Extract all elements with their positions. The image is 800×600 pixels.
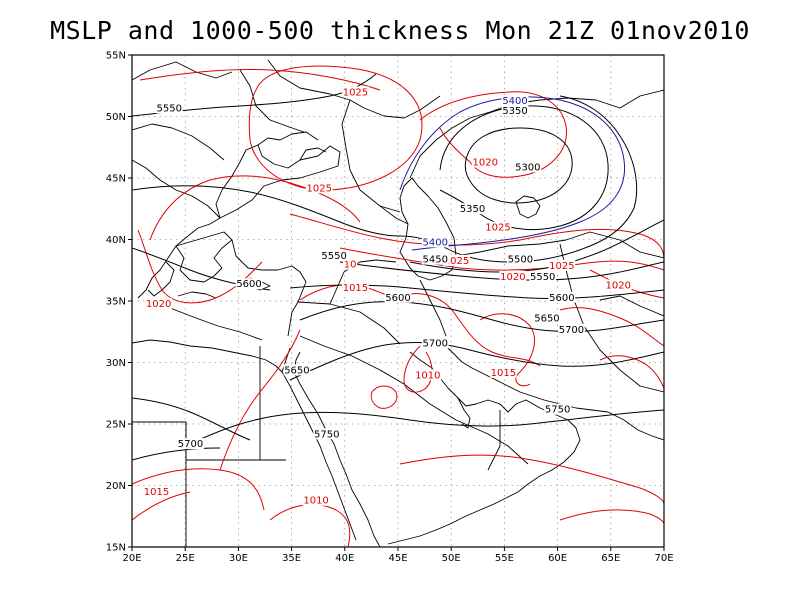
isobar-label: 1020 (146, 299, 171, 310)
thickness-label-bg (320, 249, 348, 261)
lon-tick-label: 60E (548, 553, 567, 564)
lon-tick-label: 70E (654, 553, 673, 564)
map-title: MSLP and 1000-500 thickness Mon 21Z 01no… (50, 16, 750, 45)
thickness-label: 5350 (502, 106, 527, 117)
isobar-label: 1025 (343, 87, 368, 98)
thickness-label-bg (529, 270, 557, 282)
isobar-label-bg (305, 182, 333, 194)
thickness-label-bg (558, 323, 585, 335)
isobar-label: 1015 (491, 368, 516, 379)
lat-tick-label: 30N (106, 358, 126, 369)
thickness-label: 5550 (157, 103, 182, 114)
thickness-label: 5700 (178, 439, 203, 450)
thickness-label: 5400 (423, 237, 448, 248)
lat-tick-label: 35N (106, 297, 126, 308)
isobar-label-bg (489, 366, 517, 378)
lat-tick-label: 25N (106, 420, 126, 431)
isobar-label-bg (548, 259, 576, 271)
lon-tick-label: 40E (335, 553, 354, 564)
lat-tick-label: 45N (106, 174, 126, 185)
thickness-label-bg (501, 94, 529, 106)
lon-tick-label: 50E (442, 553, 461, 564)
thickness-label-bg (421, 253, 449, 265)
thickness-label-bg (459, 203, 486, 215)
thickness-5400 (399, 96, 626, 251)
thickness-label-bg (506, 253, 534, 265)
thickness-label-bg (548, 291, 576, 303)
thickness-label-bg (313, 428, 341, 440)
thickness-label: 5400 (502, 96, 527, 107)
thickness-label: 5600 (549, 293, 574, 304)
isobar-label: 1025 (485, 223, 510, 234)
isobar-label: 1010 (415, 370, 440, 381)
latitude-labels: 15N 20N 25N 30N 35N 40N 45N 50N 55N (106, 51, 132, 554)
thickness-label: 5600 (236, 279, 261, 290)
isobar-label: 10 (344, 260, 357, 271)
isobar-label-bg (302, 494, 330, 506)
isobar-label-bg (471, 156, 499, 168)
thickness-label: 5650 (534, 314, 559, 325)
lat-tick-label: 55N (106, 51, 126, 62)
thickness-label: 5750 (545, 405, 570, 416)
lon-tick-label: 45E (388, 553, 407, 564)
isobar-label-bg (342, 281, 369, 293)
thickness-label-bg (235, 278, 263, 290)
isobar-label: 1025 (549, 261, 574, 272)
longitude-labels: 20E 25E 30E 35E 40E 45E 50E 55E 60E 65E 70E (122, 547, 674, 564)
isobar-label: 1020 (473, 157, 498, 168)
isobar-label-bg (499, 270, 527, 282)
thickness-label-bg (533, 312, 561, 324)
thickness-label: 5700 (559, 325, 584, 336)
thickness-label: 5550 (321, 251, 346, 262)
isobar-label: 1020 (606, 280, 631, 291)
thickness-label-bg (501, 104, 529, 116)
isobars (132, 65, 664, 547)
lon-tick-label: 20E (122, 553, 141, 564)
isobar-label-bg (342, 258, 358, 270)
isobar-label: 1025 (444, 256, 469, 267)
lat-tick-label: 40N (106, 235, 126, 246)
thickness-label: 5350 (460, 204, 485, 215)
isobar-label-bg (342, 86, 369, 98)
isobar-label: 1015 (144, 487, 169, 498)
thickness-label-bg (283, 364, 311, 376)
lon-tick-label: 25E (176, 553, 195, 564)
thickness-label-bg (514, 161, 542, 173)
thickness-label-bg (155, 102, 183, 114)
thickness-label: 5300 (515, 162, 540, 173)
lon-tick-label: 35E (282, 553, 301, 564)
thickness-label-bg (544, 403, 571, 415)
isobar-label-bg (145, 297, 172, 309)
thickness-label: 5600 (385, 293, 410, 304)
thickness-label: 5650 (284, 365, 309, 376)
thickness-label-bg (421, 337, 449, 349)
lat-tick-label: 50N (106, 112, 126, 123)
lat-tick-label: 20N (106, 481, 126, 492)
isobar-labels: 1025 1025 1020 1025 1025 1025 1020 1020 1015 1020… (143, 86, 632, 507)
thickness-label: 5550 (530, 272, 555, 283)
thickness-label: 5700 (423, 338, 448, 349)
isobar-label-bg (604, 279, 632, 291)
lon-tick-label: 65E (601, 553, 620, 564)
lat-tick-label: 15N (106, 543, 126, 554)
thickness-label-bg (384, 291, 412, 303)
lon-tick-label: 55E (495, 553, 514, 564)
isobar-label: 1010 (303, 496, 328, 507)
thickness-label: 5450 (423, 255, 448, 266)
thickness-label-bg (177, 438, 204, 450)
isobar-label-bg (443, 254, 470, 266)
isobar-label: 1025 (307, 183, 332, 194)
thickness-label: 5750 (314, 429, 339, 440)
isobar-label: 1015 (343, 283, 368, 294)
isobar-label-bg (414, 369, 442, 381)
lon-tick-label: 30E (229, 553, 248, 564)
thickness-label: 5500 (508, 255, 533, 266)
thickness-label-bg (421, 236, 449, 248)
isobar-label-bg (484, 221, 512, 233)
isobar-label: 1020 (500, 272, 525, 283)
isobar-label-bg (143, 486, 170, 498)
